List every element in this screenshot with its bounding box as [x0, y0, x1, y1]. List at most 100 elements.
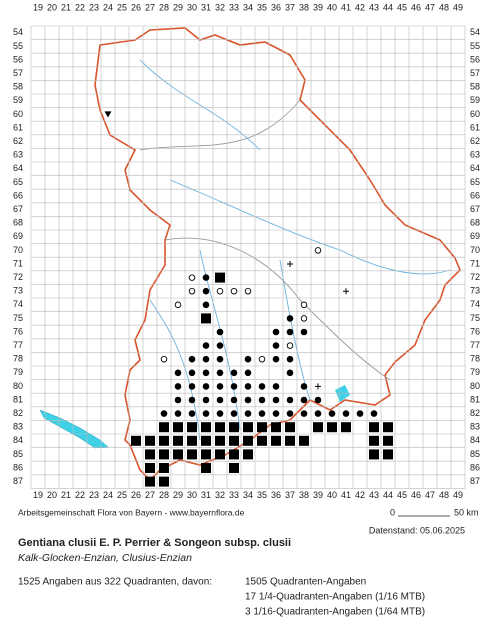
record-circle [244, 287, 252, 295]
row-label: 86 [13, 462, 23, 472]
record-square [173, 449, 183, 460]
col-label: 44 [383, 490, 393, 500]
grid-labels: 19 19 20 20 21 21 22 22 23 23 24 24 25 25 26 26 27 27 28 28… [13, 2, 480, 499]
record-square [215, 272, 225, 283]
record-dot [216, 383, 224, 390]
col-label: 27 [145, 490, 155, 500]
record-dot [272, 355, 280, 363]
record-dot [188, 355, 196, 363]
record-dot [286, 369, 294, 377]
col-label: 48 [439, 2, 449, 12]
record-square [383, 422, 393, 433]
row-label: 86 [470, 462, 480, 472]
col-label: 28 [159, 490, 169, 500]
record-square [159, 463, 169, 473]
col-label: 46 [411, 2, 421, 12]
row-label: 87 [470, 476, 480, 486]
row-label: 66 [470, 190, 480, 200]
record-dot [300, 410, 308, 417]
row-label: 70 [13, 245, 23, 255]
row-label: 75 [13, 313, 23, 323]
record-square [187, 449, 197, 460]
record-dot [188, 410, 196, 417]
col-label: 23 [89, 490, 99, 500]
record-dot [258, 396, 266, 404]
record-dot [286, 315, 294, 322]
row-label: 62 [13, 136, 23, 146]
record-square [369, 435, 379, 446]
col-label: 43 [369, 2, 379, 12]
col-label: 32 [215, 490, 225, 500]
row-label: 59 [470, 95, 480, 105]
record-circle [188, 287, 196, 295]
row-label: 69 [13, 231, 23, 241]
record-dot [174, 396, 182, 404]
row-label: 83 [13, 422, 23, 432]
col-label: 45 [397, 2, 407, 12]
record-square [159, 435, 169, 446]
col-label: 33 [229, 2, 239, 12]
record-square [145, 449, 155, 460]
col-label: 26 [131, 490, 141, 500]
row-label: 65 [13, 177, 23, 187]
col-label: 25 [117, 2, 127, 12]
row-label: 63 [470, 150, 480, 160]
record-dot [272, 383, 280, 390]
record-dot [216, 342, 224, 349]
row-label: 73 [470, 286, 480, 296]
record-dot [188, 369, 196, 377]
record-dot [272, 396, 280, 404]
record-square [243, 422, 253, 433]
row-label: 82 [13, 408, 23, 418]
row-label: 82 [470, 408, 480, 418]
col-label: 49 [453, 490, 463, 500]
row-label: 55 [470, 41, 480, 51]
record-dot [202, 383, 210, 390]
date: Datenstand: 05.06.2025 [369, 525, 465, 535]
row-label: 79 [13, 367, 23, 377]
record-dot [216, 369, 224, 377]
record-dot [202, 410, 210, 417]
col-label: 47 [425, 2, 435, 12]
record-dot [216, 328, 224, 336]
row-label: 59 [13, 95, 23, 105]
row-label: 84 [470, 435, 480, 445]
record-square [271, 422, 281, 433]
record-square [215, 435, 225, 446]
col-label: 29 [173, 490, 183, 500]
record-square [187, 435, 197, 446]
row-label: 66 [13, 190, 23, 200]
record-square [215, 449, 225, 460]
col-label: 26 [131, 2, 141, 12]
row-label: 76 [470, 326, 480, 336]
row-label: 85 [470, 449, 480, 459]
record-dot [174, 410, 182, 417]
col-label: 25 [117, 490, 127, 500]
row-label: 73 [13, 286, 23, 296]
record-circle [286, 342, 294, 349]
record-dot [230, 369, 238, 377]
row-label: 77 [470, 340, 480, 350]
col-label: 31 [201, 2, 211, 12]
col-label: 42 [355, 2, 365, 12]
record-circle [314, 247, 322, 254]
col-label: 34 [243, 490, 253, 500]
row-label: 58 [13, 82, 23, 92]
col-label: 32 [215, 2, 225, 12]
row-label: 57 [470, 68, 480, 78]
col-label: 43 [369, 490, 379, 500]
record-dot [356, 410, 364, 417]
record-square [229, 422, 239, 433]
col-label: 31 [201, 490, 211, 500]
record-square [201, 422, 211, 433]
col-label: 39 [313, 490, 323, 500]
col-label: 47 [425, 490, 435, 500]
record-dot [174, 383, 182, 390]
record-square [173, 435, 183, 446]
row-label: 54 [470, 27, 480, 37]
col-label: 41 [341, 490, 351, 500]
record-square [229, 435, 239, 446]
record-dot [272, 342, 280, 349]
row-label: 68 [470, 218, 480, 228]
count: 17 1/4-Quadranten-Angaben (1/16 MTB) [245, 592, 425, 603]
